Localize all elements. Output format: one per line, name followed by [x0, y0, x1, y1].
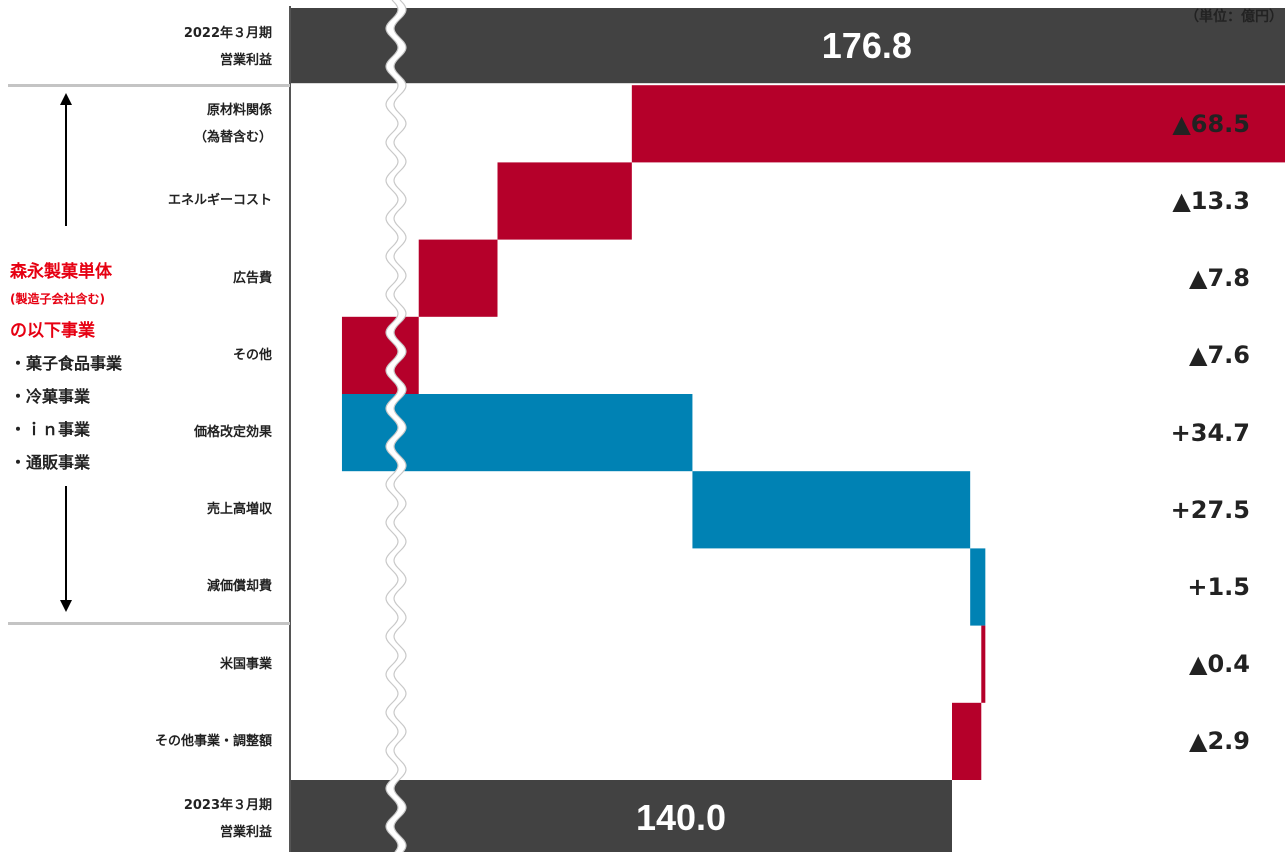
value-label-3: ▲7.8 [1189, 264, 1250, 293]
left-item-2: ・冷菓事業 [10, 387, 91, 406]
row-label-line: 減価償却費 [206, 579, 272, 595]
row-label-start: 2022年３月期営業利益 [80, 8, 272, 85]
up-arrow-icon [60, 93, 72, 105]
row-label-5: 価格改定効果 [80, 394, 272, 471]
step-bar-6 [692, 471, 971, 549]
row-label-line: （為替含む） [193, 129, 272, 145]
total-value-end: 140.0 [635, 796, 727, 838]
row-label-line: 広告費 [232, 270, 272, 286]
row-label-7: 減価償却費 [80, 548, 272, 625]
value-label-6: +27.5 [1170, 495, 1250, 524]
axis-break-band [386, 0, 406, 852]
down-arrow-line [65, 486, 67, 602]
row-label-line: 原材料関係 [206, 102, 272, 118]
row-label-9: その他事業・調整額 [80, 703, 272, 780]
left-heading-1: 森永製菓単体 [10, 262, 112, 282]
value-label-9: ▲2.9 [1189, 727, 1250, 756]
row-label-1: 原材料関係 （為替含む） [80, 85, 272, 162]
left-item-4: ・通販事業 [10, 453, 91, 472]
row-label-8: 米国事業 [80, 626, 272, 703]
step-bar-7 [970, 548, 986, 626]
row-label-line: 米国事業 [219, 656, 272, 672]
row-label-line: エネルギーコスト [167, 193, 272, 209]
value-label-8: ▲0.4 [1189, 650, 1250, 679]
step-bar-4 [341, 316, 419, 394]
left-heading-2: (製造子会社含む) [10, 292, 105, 306]
separator-bottom [8, 622, 290, 625]
up-arrow-line [65, 104, 67, 226]
row-label-line: 価格改定効果 [193, 425, 272, 441]
value-label-4: ▲7.6 [1189, 341, 1250, 370]
value-label-7: +1.5 [1187, 572, 1250, 601]
step-bar-8 [981, 625, 986, 703]
row-label-line: 2023年３月期 [183, 797, 272, 813]
row-label-line: 売上高増収 [206, 502, 272, 518]
row-label-line: その他 [232, 347, 272, 363]
row-label-4: その他 [80, 317, 272, 394]
row-label-end: 2023年３月期営業利益 [80, 780, 272, 857]
row-label-line: 2022年３月期 [183, 25, 272, 41]
total-bar-start [291, 8, 1285, 84]
down-arrow-icon [60, 600, 72, 612]
row-label-line: 営業利益 [219, 824, 272, 840]
step-bar-9 [952, 702, 982, 780]
left-item-1: ・菓子食品事業 [10, 354, 123, 373]
step-bar-1 [631, 85, 1285, 163]
row-label-line: その他事業・調整額 [154, 733, 272, 749]
total-value-start: 176.8 [821, 24, 912, 66]
unit-label: （単位：億円） [1185, 9, 1283, 25]
axis-break-line-right [393, 0, 407, 852]
left-heading-3: の以下事業 [10, 321, 95, 341]
row-label-2: エネルギーコスト [80, 162, 272, 239]
axis-break-line-left [385, 0, 399, 852]
step-bar-3 [418, 239, 498, 317]
value-label-1: ▲68.5 [1172, 109, 1250, 138]
value-label-5: +34.7 [1170, 418, 1250, 447]
separator-top [8, 84, 290, 87]
row-label-3: 広告費 [80, 240, 272, 317]
left-item-3: ・ｉｎ事業 [10, 420, 91, 439]
step-bar-2 [497, 162, 632, 240]
chart-axis-line [289, 6, 291, 852]
row-label-6: 売上高増収 [80, 471, 272, 548]
value-label-2: ▲13.3 [1172, 186, 1250, 215]
row-label-line: 営業利益 [219, 52, 272, 68]
